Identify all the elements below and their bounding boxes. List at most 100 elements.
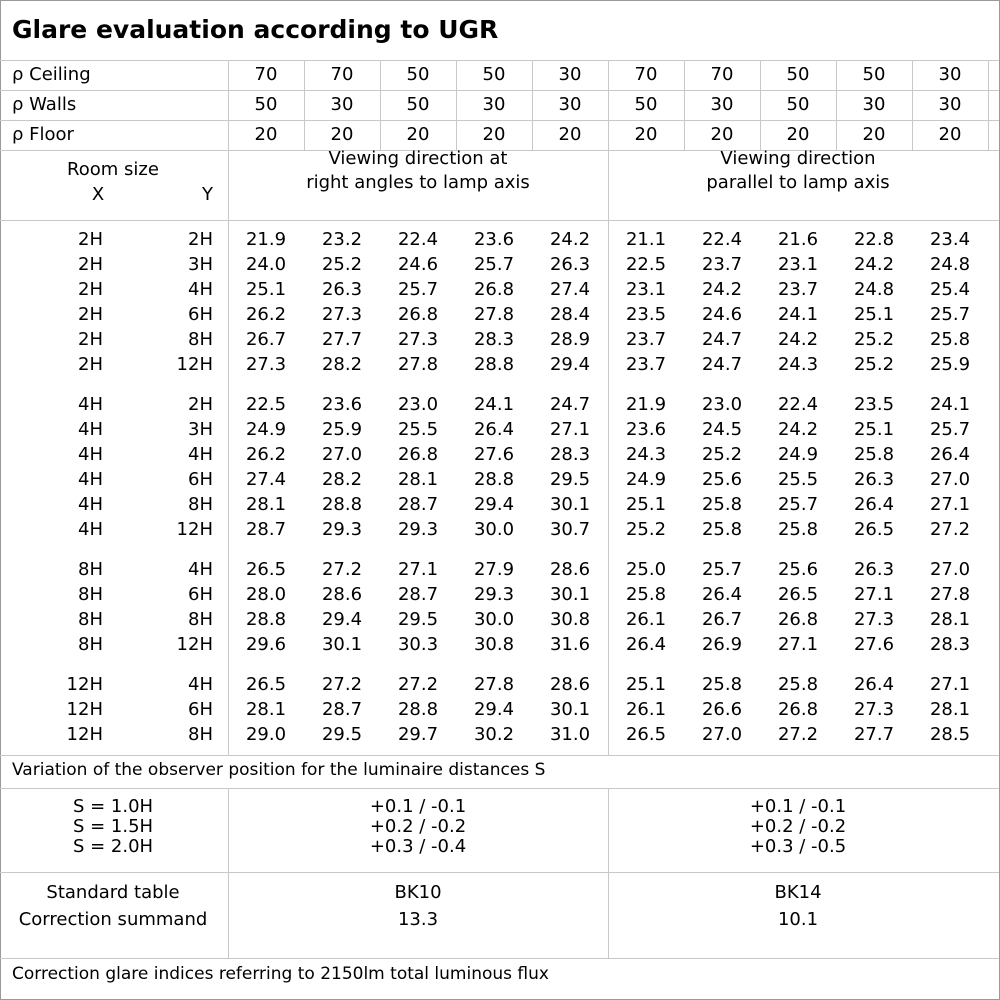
ugr-value: 25.4	[929, 279, 971, 300]
cell: 50	[482, 64, 506, 85]
ugr-value: 26.8	[473, 279, 515, 300]
ugr-value: 28.1	[929, 609, 971, 630]
row-label: ρ Walls	[12, 94, 77, 115]
cell: 50	[254, 94, 278, 115]
ugr-value: 25.2	[625, 519, 667, 540]
title: Glare evaluation according to UGR	[12, 15, 499, 44]
rule	[228, 788, 229, 958]
cell: 20	[938, 124, 962, 145]
ugr-value: 24.2	[549, 229, 591, 250]
ugr-value: 24.6	[397, 254, 439, 275]
room-y: 12H	[176, 354, 213, 375]
room-x: 8H	[78, 559, 103, 580]
ugr-value: 27.4	[245, 469, 287, 490]
ugr-value: 25.7	[473, 254, 515, 275]
ugr-value: 25.1	[245, 279, 287, 300]
cell: 20	[406, 124, 430, 145]
ugr-value: 27.3	[853, 609, 895, 630]
ugr-value: 28.0	[245, 584, 287, 605]
ugr-value: 21.9	[245, 229, 287, 250]
ugr-value: 26.4	[473, 419, 515, 440]
ugr-value: 24.2	[701, 279, 743, 300]
room-x: 4H	[78, 519, 103, 540]
ugr-value: 24.1	[777, 304, 819, 325]
room-y: 4H	[188, 559, 213, 580]
ugr-value: 26.4	[701, 584, 743, 605]
ugr-value: 24.7	[701, 329, 743, 350]
row-label: ρ Floor	[12, 124, 74, 145]
ugr-value: 22.5	[625, 254, 667, 275]
ugr-value: 30.7	[549, 519, 591, 540]
ugr-value: 28.1	[245, 494, 287, 515]
cell: 20	[710, 124, 734, 145]
room-y: 4H	[188, 444, 213, 465]
ugr-value: 25.7	[701, 559, 743, 580]
room-y: 2H	[188, 229, 213, 250]
room-x: 2H	[78, 304, 103, 325]
rule	[0, 150, 999, 151]
ugr-value: 24.9	[245, 419, 287, 440]
rule	[608, 150, 609, 755]
standard-label: Standard table	[46, 882, 180, 903]
variation-value: +0.2 / -0.2	[369, 816, 467, 837]
header: Viewing direction	[720, 148, 876, 169]
ugr-value: 23.7	[777, 279, 819, 300]
ugr-value: 26.1	[625, 699, 667, 720]
ugr-value: 28.5	[929, 724, 971, 745]
ugr-value: 24.2	[777, 329, 819, 350]
room-y: 3H	[188, 419, 213, 440]
ugr-value: 27.1	[397, 559, 439, 580]
ugr-value: 27.3	[321, 304, 363, 325]
room-x: 4H	[78, 419, 103, 440]
cell: 70	[710, 64, 734, 85]
ugr-value: 25.6	[777, 559, 819, 580]
ugr-value: 28.7	[397, 494, 439, 515]
ugr-value: 22.8	[853, 229, 895, 250]
ugr-value: 30.2	[473, 724, 515, 745]
cell: 30	[558, 64, 582, 85]
ugr-value: 21.1	[625, 229, 667, 250]
cell: 20	[330, 124, 354, 145]
ugr-value: 24.0	[245, 254, 287, 275]
ugr-value: 26.7	[701, 609, 743, 630]
rule	[0, 220, 999, 221]
ugr-value: 27.0	[929, 469, 971, 490]
ugr-value: 25.8	[701, 494, 743, 515]
room-y: 6H	[188, 304, 213, 325]
ugr-value: 24.2	[853, 254, 895, 275]
rule	[760, 60, 761, 150]
room-x: 4H	[78, 444, 103, 465]
ugr-value: 24.2	[777, 419, 819, 440]
ugr-value: 24.3	[625, 444, 667, 465]
cell: 30	[938, 94, 962, 115]
rule	[0, 90, 999, 91]
ugr-value: 28.2	[321, 354, 363, 375]
ugr-value: 25.6	[701, 469, 743, 490]
cell: 20	[634, 124, 658, 145]
ugr-value: 27.3	[397, 329, 439, 350]
ugr-value: 29.4	[473, 494, 515, 515]
ugr-value: 29.3	[321, 519, 363, 540]
rule	[912, 60, 913, 150]
ugr-value: 28.2	[321, 469, 363, 490]
rule	[836, 60, 837, 150]
ugr-value: 26.5	[777, 584, 819, 605]
ugr-value: 27.1	[853, 584, 895, 605]
cell: 20	[862, 124, 886, 145]
room-x: 8H	[78, 634, 103, 655]
room-y: 2H	[188, 394, 213, 415]
rule	[684, 60, 685, 150]
ugr-value: 25.2	[853, 329, 895, 350]
ugr-value: 28.8	[245, 609, 287, 630]
ugr-value: 22.5	[245, 394, 287, 415]
ugr-value: 28.3	[473, 329, 515, 350]
room-x: 8H	[78, 584, 103, 605]
ugr-value: 25.2	[321, 254, 363, 275]
rule	[608, 60, 609, 150]
ugr-value: 28.1	[397, 469, 439, 490]
cell: 50	[786, 94, 810, 115]
header: X	[91, 184, 105, 205]
distance: S = 1.0H	[72, 796, 154, 817]
room-x: 4H	[78, 469, 103, 490]
ugr-value: 28.1	[245, 699, 287, 720]
